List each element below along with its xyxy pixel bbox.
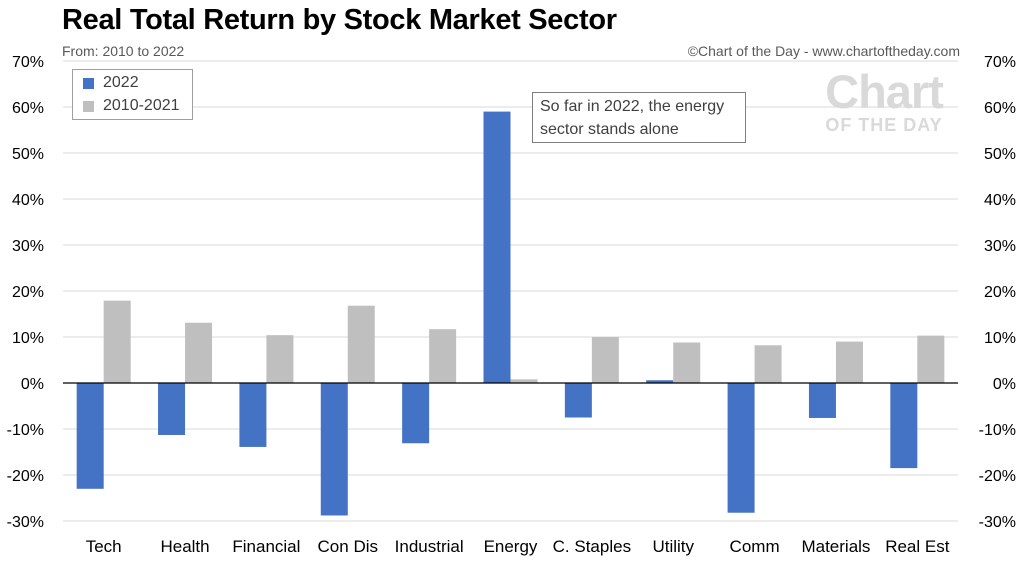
y-tick-label-right: 50% <box>984 146 1016 163</box>
logo-word-of-the-day: OF THE DAY <box>825 115 943 135</box>
x-tick-label: Health <box>160 537 209 556</box>
y-tick-label-left: 0% <box>21 376 44 393</box>
x-tick-label: Industrial <box>395 537 464 556</box>
chart-legend: 2022 2010-2021 <box>72 69 193 120</box>
x-axis-labels: Tech Health Financial Con Dis Industrial Ener… <box>86 537 950 556</box>
bar-2010-2021-materials <box>835 341 863 383</box>
y-tick-label-right: 0% <box>993 376 1016 393</box>
y-tick-label-right: -30% <box>979 514 1016 531</box>
bar-2010-2021-utility <box>673 342 701 383</box>
x-tick-label: Energy <box>484 537 538 556</box>
y-tick-label-left: 10% <box>12 330 44 347</box>
y-tick-label-right: 30% <box>984 238 1016 255</box>
x-tick-label: Tech <box>86 537 122 556</box>
y-tick-label-right: -20% <box>979 468 1016 485</box>
annotation-line-2: sector stands alone <box>540 121 679 138</box>
bar-2010-2021-tech <box>103 300 131 383</box>
legend-label-2010-2021: 2010-2021 <box>103 97 180 114</box>
y-tick-label-left: 30% <box>12 238 44 255</box>
bar-2022-con-dis <box>320 383 348 516</box>
x-tick-label: Comm <box>730 537 780 556</box>
y-tick-label-left: 60% <box>12 100 44 117</box>
y-tick-label-left: 70% <box>12 54 44 71</box>
y-tick-label-left: -20% <box>7 468 44 485</box>
x-tick-label: Materials <box>801 537 870 556</box>
y-tick-label-right: 20% <box>984 284 1016 301</box>
legend-swatch-2010-2021 <box>83 101 94 112</box>
bar-2022-tech <box>76 383 104 489</box>
bar-2010-2021-real-est <box>917 335 945 383</box>
y-tick-label-right: 60% <box>984 100 1016 117</box>
y-tick-label-right: 70% <box>984 54 1016 71</box>
y-tick-label-left: 20% <box>12 284 44 301</box>
x-tick-label: Real Est <box>885 537 950 556</box>
bar-2022-comm <box>727 383 755 513</box>
legend-swatch-2022 <box>83 78 94 89</box>
bar-2022-materials <box>808 383 836 418</box>
bar-2022-real-est <box>890 383 918 469</box>
x-tick-label: Con Dis <box>318 537 378 556</box>
bar-2022-utility <box>646 380 674 383</box>
bar-2010-2021-c-staples <box>591 337 619 383</box>
x-tick-label: Utility <box>652 537 694 556</box>
x-tick-label: Financial <box>232 537 300 556</box>
y-tick-label-right: -10% <box>979 422 1016 439</box>
bar-2022-c-staples <box>564 383 592 418</box>
bar-2022-industrial <box>402 383 430 444</box>
chart-title: Real Total Return by Stock Market Sector <box>62 4 617 36</box>
chart-credit: ©Chart of the Day - www.chartoftheday.co… <box>687 43 960 59</box>
bar-2022-energy <box>483 111 511 383</box>
y-tick-label-left: -30% <box>7 514 44 531</box>
bar-2010-2021-health <box>185 322 213 383</box>
chart-subtitle: From: 2010 to 2022 <box>62 43 185 59</box>
energy-annotation-box: So far in 2022, the energy sector stands… <box>532 92 746 143</box>
annotation-line-1: So far in 2022, the energy <box>540 98 725 115</box>
bar-marks <box>76 111 945 516</box>
bar-2010-2021-energy <box>510 379 538 383</box>
y-axis-right-labels: 70% 60% 50% 40% 30% 20% 10% 0% -10% -20% -30% <box>979 54 1016 531</box>
y-tick-label-right: 10% <box>984 330 1016 347</box>
bar-2010-2021-financial <box>266 335 294 383</box>
y-tick-label-left: 40% <box>12 192 44 209</box>
bar-2010-2021-comm <box>754 345 782 383</box>
bar-2010-2021-industrial <box>429 329 457 383</box>
bar-2022-financial <box>239 383 267 447</box>
x-tick-label: C. Staples <box>553 537 631 556</box>
bar-2022-health <box>158 383 186 435</box>
y-axis-left-labels: 70% 60% 50% 40% 30% 20% 10% 0% -10% -20% -30% <box>7 54 44 531</box>
y-tick-label-right: 40% <box>984 192 1016 209</box>
legend-label-2022: 2022 <box>103 74 139 91</box>
y-tick-label-left: -10% <box>7 422 44 439</box>
y-tick-label-left: 50% <box>12 146 44 163</box>
bar-2010-2021-con-dis <box>347 305 375 383</box>
